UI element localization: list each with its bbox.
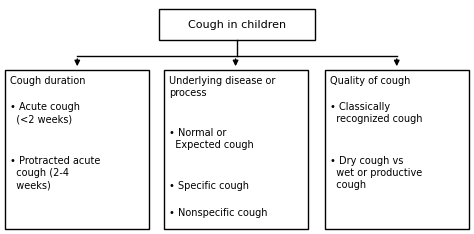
Text: • Acute cough
  (<2 weeks): • Acute cough (<2 weeks): [10, 102, 81, 124]
Bar: [5, 70, 149, 229]
Text: • Protracted acute
  cough (2-4
  weeks): • Protracted acute cough (2-4 weeks): [10, 156, 101, 190]
Bar: [159, 9, 315, 40]
Text: • Dry cough vs
  wet or productive
  cough: • Dry cough vs wet or productive cough: [330, 156, 423, 190]
Text: • Normal or
  Expected cough: • Normal or Expected cough: [169, 128, 254, 150]
Bar: [164, 70, 308, 229]
Text: • Nonspecific cough: • Nonspecific cough: [169, 208, 268, 218]
Text: • Classically
  recognized cough: • Classically recognized cough: [330, 102, 423, 124]
Text: • Specific cough: • Specific cough: [169, 181, 249, 191]
Text: Underlying disease or
process: Underlying disease or process: [169, 76, 275, 99]
Text: Cough in children: Cough in children: [188, 20, 286, 29]
Text: Cough duration: Cough duration: [10, 76, 86, 86]
Text: Quality of cough: Quality of cough: [330, 76, 411, 86]
Bar: [325, 70, 469, 229]
